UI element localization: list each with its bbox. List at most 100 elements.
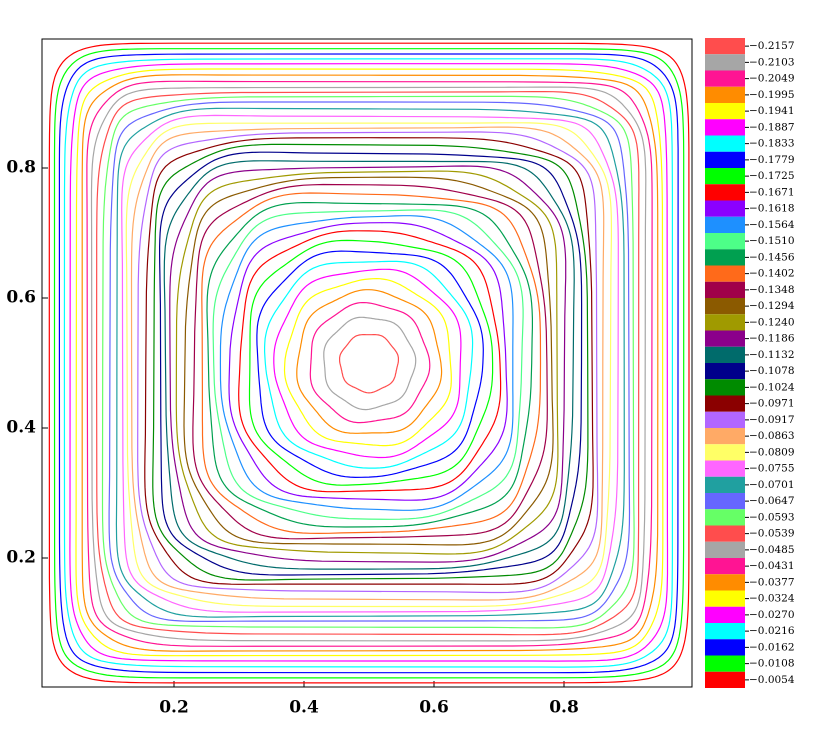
contour-line [283,277,452,447]
legend-swatch [705,623,745,640]
legend-label: −0.1779 [749,154,795,166]
contour-line [81,74,659,652]
legend-swatch [705,281,745,298]
legend-swatch [705,541,745,558]
legend-swatch [705,509,745,526]
legend-label: −0.0485 [749,544,795,556]
legend-swatch [705,525,745,542]
legend-label: −0.2157 [749,40,795,52]
legend-label: −0.0162 [749,641,795,653]
contour-line [206,202,533,528]
legend-label: −0.1402 [749,268,795,280]
contour-line [95,91,640,636]
legend-label: −0.1186 [749,333,795,345]
legend-swatch [705,671,745,688]
legend-label: −0.1510 [749,235,795,247]
legend-label: −0.0593 [749,511,795,523]
contour-line [169,165,567,563]
contour-line [90,86,647,642]
contour-line [75,68,664,657]
legend-label: −0.1941 [749,105,795,117]
legend-swatch [705,54,745,71]
x-tick-label: 0.8 [549,698,579,718]
contour-line [108,101,631,622]
legend-swatch [705,103,745,120]
legend-label: −0.1024 [749,381,795,393]
contour-line [248,239,494,486]
legend-label: −0.0324 [749,593,795,605]
legend-swatch [705,395,745,412]
legend-label: −0.1725 [749,170,795,182]
legend-swatch [705,606,745,623]
contour-line [159,151,583,576]
contour-line [228,222,508,501]
contour-line [86,80,653,647]
legend-label: −0.1995 [749,89,795,101]
contour-line [339,334,399,394]
legend-swatch [705,476,745,493]
contour-line [121,114,619,613]
contour-line [175,170,559,555]
contour-line [183,176,554,546]
contour-line [273,268,462,459]
legend-swatch [705,119,745,136]
legend-label: −0.1078 [749,365,795,377]
contour-line [256,250,484,479]
legend-swatch [705,151,745,168]
legend-label: −0.1671 [749,186,795,198]
legend-swatch [705,184,745,201]
legend-swatch [705,444,745,461]
legend-label: −0.0377 [749,576,795,588]
contour-line [201,192,542,535]
legend-swatch [705,655,745,672]
legend-label: −0.1887 [749,121,795,133]
legend-label: −0.0108 [749,658,795,670]
legend-swatch [705,590,745,607]
legend-swatch [705,298,745,315]
contour-line [58,53,679,674]
x-tick-label: 0.4 [289,698,319,718]
legend-swatch [705,574,745,591]
contour-line [101,95,635,629]
contour-line [219,215,514,511]
legend-swatch [705,460,745,477]
legend-label: −0.1833 [749,138,795,150]
legend-label: −0.0917 [749,414,795,426]
legend-swatch [705,558,745,575]
contour-line [152,143,589,581]
legend-label: −0.0216 [749,625,795,637]
legend-swatch [705,639,745,656]
contour-line [69,63,669,662]
legend-swatch [705,168,745,185]
legend-swatch [705,200,745,217]
x-tick-label: 0.6 [419,698,449,718]
legend-label: −0.2103 [749,56,795,68]
contour-line [144,137,594,585]
legend-swatch [705,314,745,331]
contour-line [53,48,685,679]
legend-swatch [705,428,745,445]
legend-label: −0.1564 [749,219,795,231]
y-tick-label: 0.6 [6,288,36,308]
legend-label: −0.1348 [749,284,795,296]
contour-line [48,42,690,684]
legend-label: −0.1294 [749,300,795,312]
legend-swatch [705,411,745,428]
contour-line [323,316,417,411]
y-tick-label: 0.2 [6,548,36,568]
contour-line [212,209,524,520]
legend-label: −0.0270 [749,609,795,621]
legend-label: −0.0971 [749,398,795,410]
legend-label: −0.0701 [749,479,795,491]
contour-line [163,160,575,570]
legend-swatch [705,330,745,347]
legend-label: −0.0054 [749,674,795,686]
legend-label: −0.1456 [749,251,795,263]
legend-label: −0.1132 [749,349,795,361]
legend-swatch [705,363,745,380]
legend-label: −0.0539 [749,528,795,540]
contour-line [125,122,612,608]
contour-line [296,289,443,434]
legend-swatch [705,86,745,103]
